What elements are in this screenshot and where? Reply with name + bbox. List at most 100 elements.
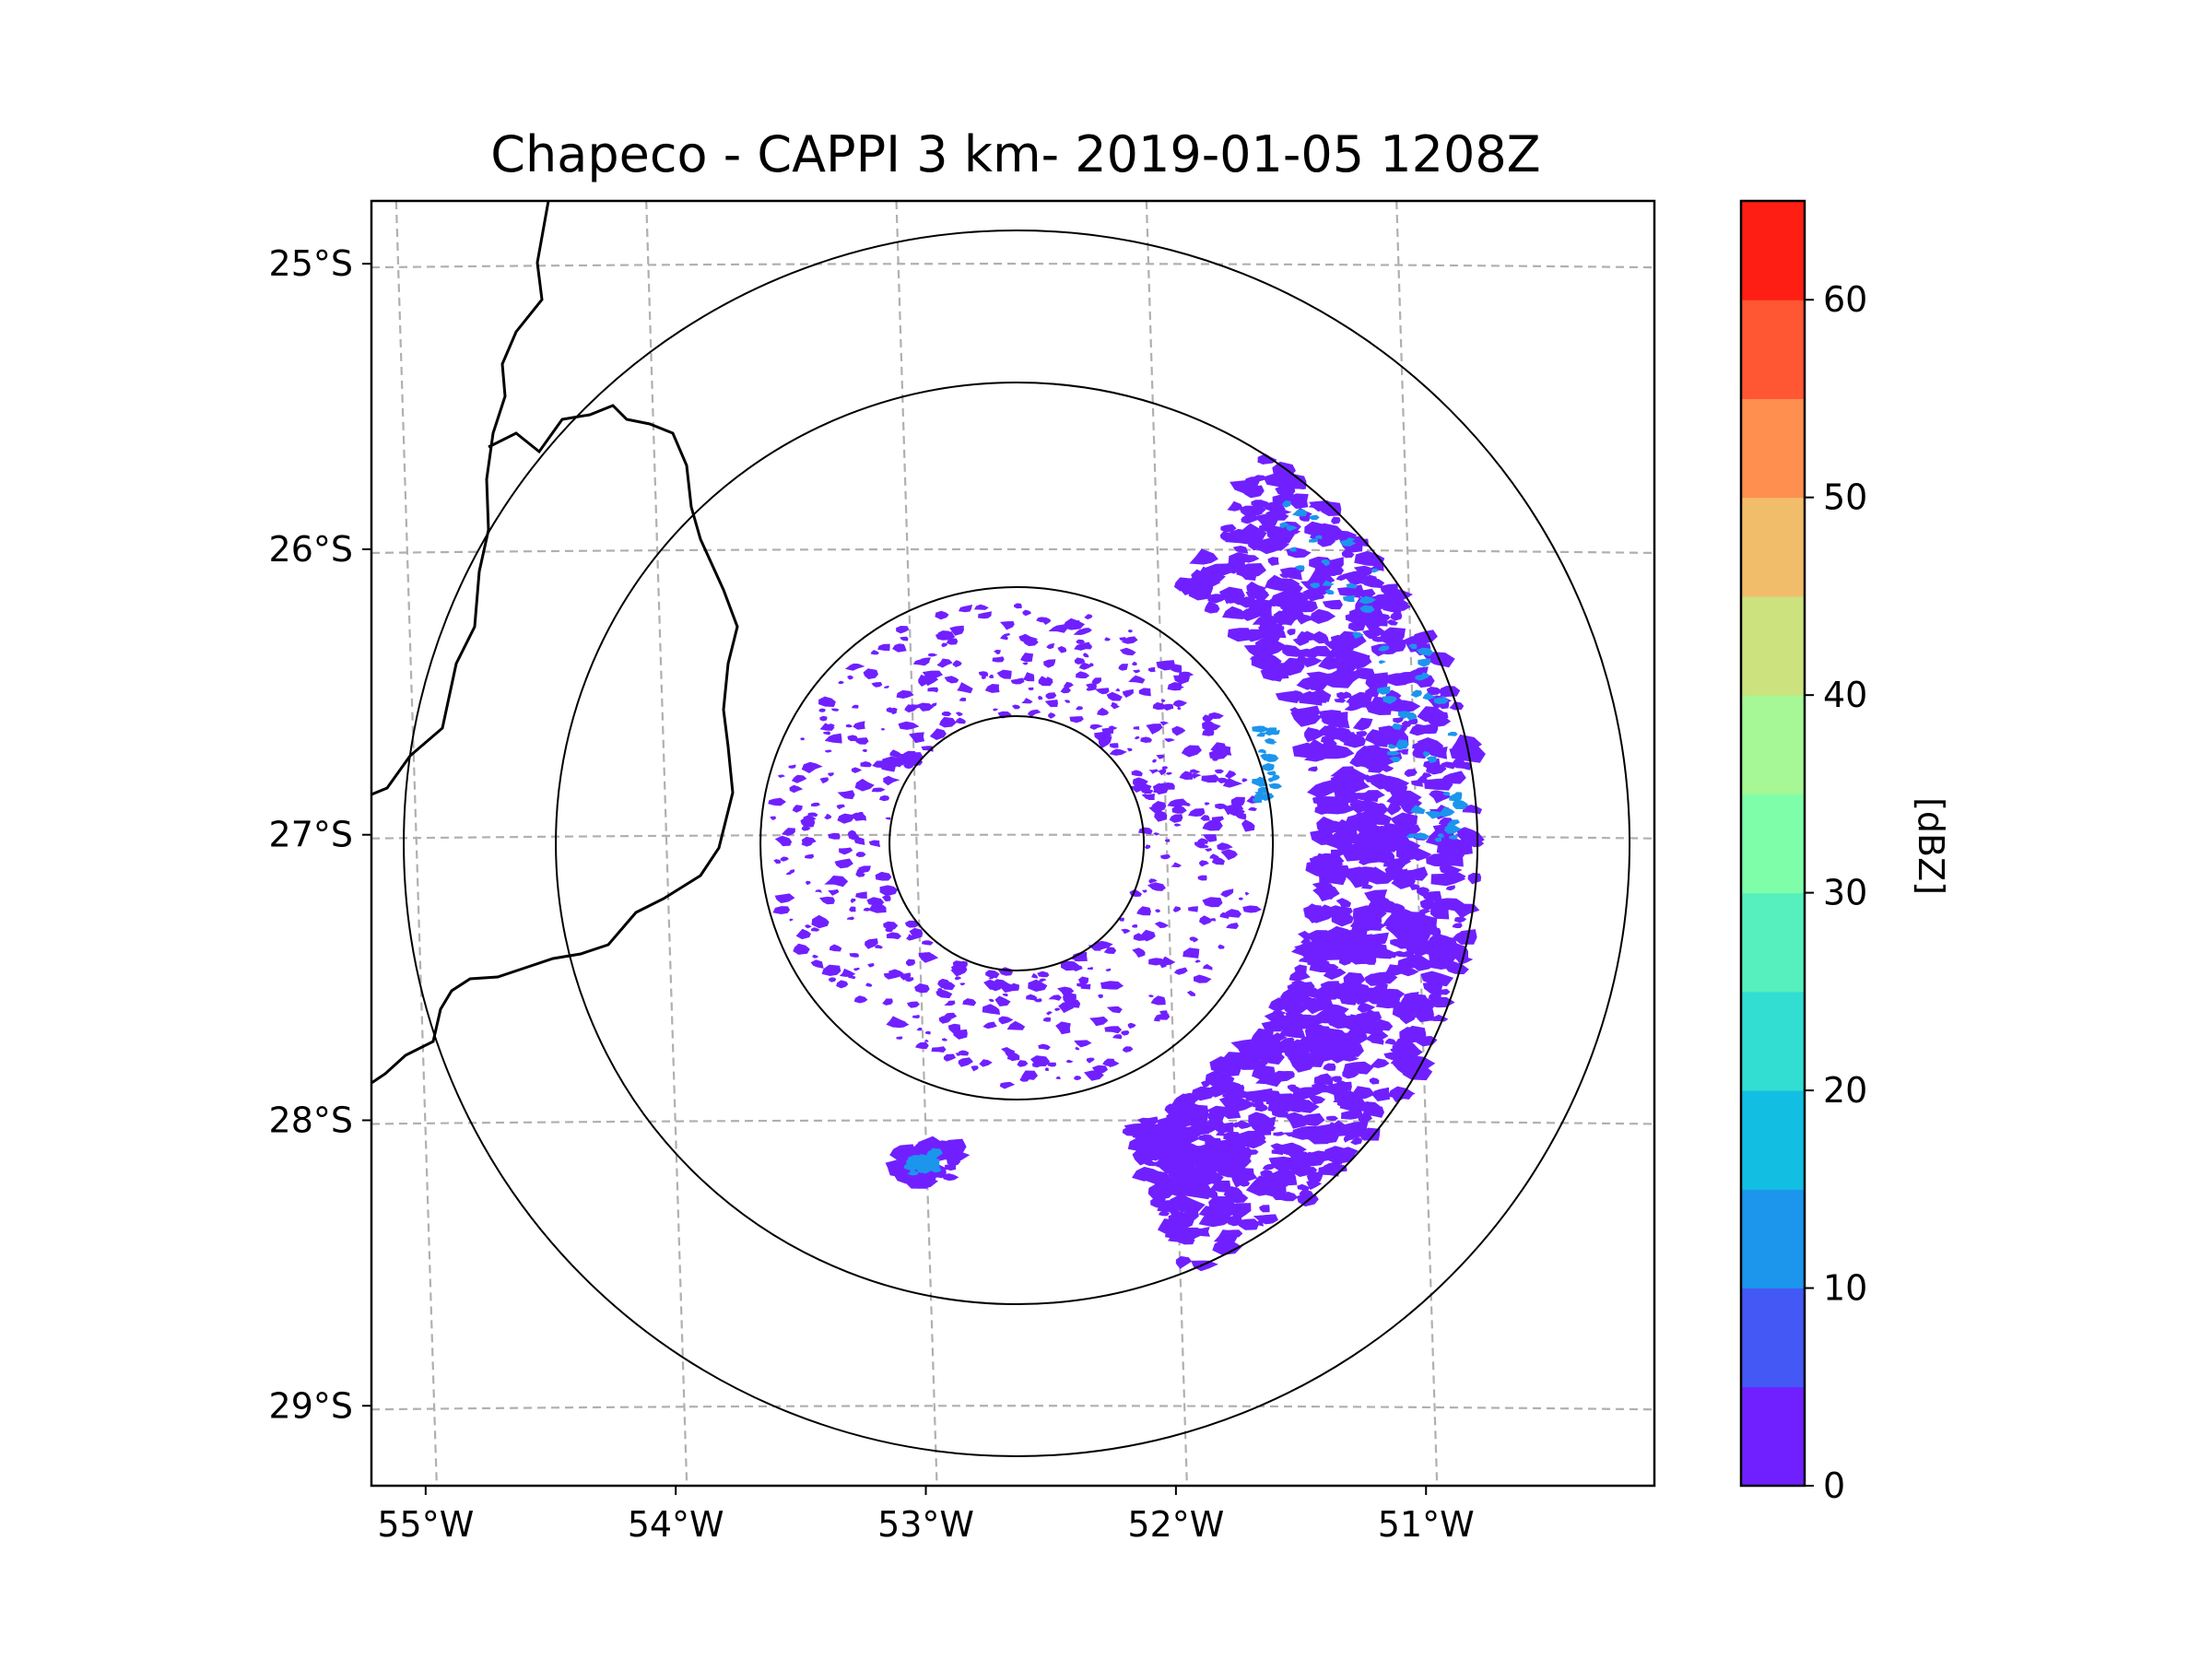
echo-cell xyxy=(1356,731,1368,737)
echo-cell xyxy=(1046,642,1055,650)
echo-cell xyxy=(1282,644,1301,657)
echo-cell xyxy=(1267,1100,1288,1113)
echo-cell xyxy=(1421,1012,1435,1021)
echo-cell xyxy=(1337,865,1349,872)
echo-cell xyxy=(1156,754,1165,759)
echo-cell xyxy=(1039,978,1047,982)
echo-cell xyxy=(1270,729,1280,735)
echo-cell xyxy=(1173,967,1188,975)
echo-cell xyxy=(1244,477,1261,486)
echo-cell xyxy=(935,989,953,999)
echo-cell xyxy=(1240,608,1263,621)
echo-cell xyxy=(1381,823,1401,833)
echo-cell xyxy=(992,656,1005,663)
echo-cell xyxy=(1369,1036,1384,1045)
border-line xyxy=(371,404,739,1085)
echo-cell xyxy=(1253,541,1272,551)
echo-cell xyxy=(1171,1106,1200,1122)
echo-cell xyxy=(1309,538,1319,543)
echo-cell xyxy=(1252,1096,1265,1104)
echo-cell xyxy=(1110,704,1120,710)
echo-cell xyxy=(1114,688,1121,692)
echo-cell xyxy=(1044,1067,1050,1071)
echo-cell xyxy=(1133,726,1140,730)
colorbar-segment xyxy=(1741,892,1805,993)
echo-cell xyxy=(1309,930,1334,946)
colorbar-segment xyxy=(1741,695,1805,794)
echo-cell xyxy=(1265,1173,1291,1191)
echo-cell xyxy=(1146,1124,1168,1140)
echo-cell xyxy=(1270,1143,1286,1152)
echo-cell xyxy=(1307,957,1330,968)
meridian-gridline xyxy=(895,201,938,1486)
echo-cell xyxy=(1210,918,1217,922)
echo-cell xyxy=(1253,1214,1278,1225)
y-tick-label: 29°S xyxy=(269,1385,353,1426)
echo-cell xyxy=(1453,792,1463,799)
echo-cell xyxy=(1452,923,1463,928)
echo-cell xyxy=(946,638,959,645)
echo-cell xyxy=(1406,833,1417,839)
echo-cell xyxy=(1392,723,1402,730)
echo-cell xyxy=(1244,629,1268,642)
echo-cell xyxy=(947,1023,961,1034)
echo-cell xyxy=(1154,1140,1172,1152)
echo-cell xyxy=(1239,1180,1250,1187)
colorbar-segment xyxy=(1741,595,1805,696)
echo-cell xyxy=(1344,869,1371,888)
echo-cell xyxy=(770,816,776,820)
echo-cell xyxy=(889,749,902,758)
echo-cell xyxy=(952,660,962,667)
echo-cell xyxy=(1322,580,1335,586)
echo-cell xyxy=(1353,565,1373,578)
echo-cell xyxy=(1291,690,1305,700)
echo-cell xyxy=(837,790,855,800)
echo-cell xyxy=(1166,771,1172,775)
echo-cell xyxy=(1365,996,1384,1005)
echo-cell xyxy=(1159,1201,1175,1212)
echo-cell xyxy=(1447,731,1458,736)
echo-cell xyxy=(1245,1175,1276,1196)
echo-cell xyxy=(1299,988,1313,998)
echo-cell xyxy=(1228,1081,1243,1091)
echo-cell xyxy=(1319,871,1347,886)
echo-cell xyxy=(1282,500,1291,508)
echo-cell xyxy=(1239,596,1259,608)
echo-cell xyxy=(1057,646,1066,653)
echo-cell xyxy=(889,1144,916,1161)
echo-cell xyxy=(959,982,966,986)
y-tick-label: 28°S xyxy=(269,1100,353,1140)
echo-cell xyxy=(1457,838,1477,851)
echo-cell xyxy=(1226,1203,1252,1222)
range-ring xyxy=(403,229,1631,1457)
echo-cell xyxy=(907,704,921,710)
echo-cell xyxy=(1069,716,1084,724)
colorbar-segment xyxy=(1741,1386,1805,1487)
echo-cell xyxy=(1012,704,1021,710)
echo-cell xyxy=(903,1163,913,1171)
echo-cell xyxy=(1407,925,1425,939)
echo-cell xyxy=(850,898,856,903)
echo-cell xyxy=(1282,591,1312,604)
echo-cell xyxy=(1324,670,1353,686)
echo-cell xyxy=(1408,998,1437,1014)
colorbar-tick-label: 20 xyxy=(1823,1070,1867,1111)
echo-cell xyxy=(1147,882,1166,891)
colorbar-frame xyxy=(1739,199,1806,1488)
echo-cell xyxy=(1173,1124,1205,1142)
echo-cell xyxy=(1453,933,1465,940)
echo-cell xyxy=(846,916,854,921)
echo-cell xyxy=(1340,1015,1358,1025)
echo-cell xyxy=(875,871,892,881)
echo-cell xyxy=(1322,560,1330,567)
echo-cell xyxy=(1189,1171,1224,1185)
echo-cell xyxy=(1141,889,1147,893)
echo-cell xyxy=(851,767,863,773)
echo-cell xyxy=(1395,839,1421,852)
echo-cell xyxy=(1159,1010,1168,1015)
echo-cell xyxy=(1189,548,1218,565)
echo-cell xyxy=(1410,805,1426,815)
echo-cell xyxy=(1298,958,1308,963)
echo-cell xyxy=(1152,701,1166,711)
